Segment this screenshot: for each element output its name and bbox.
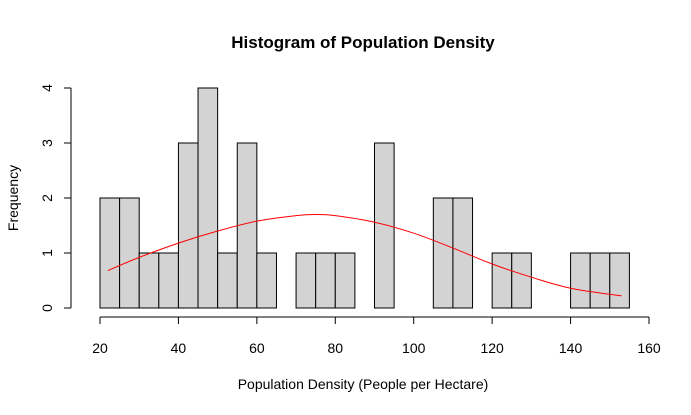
histogram-bar bbox=[236, 142, 258, 309]
x-axis-label: Population Density (People per Hectare) bbox=[238, 376, 489, 392]
histogram-bar bbox=[589, 252, 611, 309]
y-tick-label: 0 bbox=[39, 304, 55, 312]
x-tick-label: 120 bbox=[480, 340, 504, 356]
histogram-bar bbox=[334, 252, 356, 309]
x-tick-label: 140 bbox=[559, 340, 583, 356]
x-tick-label: 20 bbox=[92, 340, 108, 356]
bars-group bbox=[99, 87, 630, 309]
histogram-bar bbox=[570, 252, 591, 309]
x-tick-label: 160 bbox=[637, 340, 661, 356]
y-tick-label: 3 bbox=[39, 139, 55, 147]
y-tick-label: 4 bbox=[39, 84, 55, 92]
x-tick-label: 40 bbox=[171, 340, 187, 356]
density-curve bbox=[107, 213, 622, 297]
histogram-bar bbox=[295, 252, 317, 309]
histogram-bar bbox=[99, 197, 121, 309]
histogram-bar bbox=[432, 197, 454, 309]
x-tick-label: 60 bbox=[249, 340, 265, 356]
x-tick-label: 80 bbox=[327, 340, 343, 356]
histogram-bar bbox=[315, 252, 336, 309]
x-axis: 20 40 60 80 100 120 140 160 bbox=[92, 316, 661, 356]
chart-title: Histogram of Population Density bbox=[231, 33, 495, 52]
y-tick-label: 1 bbox=[39, 249, 55, 257]
histogram-bar bbox=[374, 142, 395, 309]
y-axis: 0 1 2 3 4 bbox=[39, 84, 72, 312]
y-tick-label: 2 bbox=[39, 194, 55, 202]
histogram-bar bbox=[491, 252, 513, 309]
histogram-bar bbox=[452, 197, 474, 309]
histogram-bar bbox=[217, 252, 238, 309]
histogram-bar bbox=[256, 252, 277, 309]
histogram-bar bbox=[138, 252, 160, 309]
histogram-bar bbox=[158, 252, 179, 309]
histogram-bar bbox=[119, 197, 140, 309]
histogram-bar bbox=[609, 252, 630, 309]
y-axis-label: Frequency bbox=[5, 165, 21, 231]
histogram-bar bbox=[511, 252, 532, 309]
histogram-bar bbox=[197, 87, 219, 309]
x-tick-label: 100 bbox=[402, 340, 426, 356]
histogram-bar bbox=[177, 142, 199, 309]
